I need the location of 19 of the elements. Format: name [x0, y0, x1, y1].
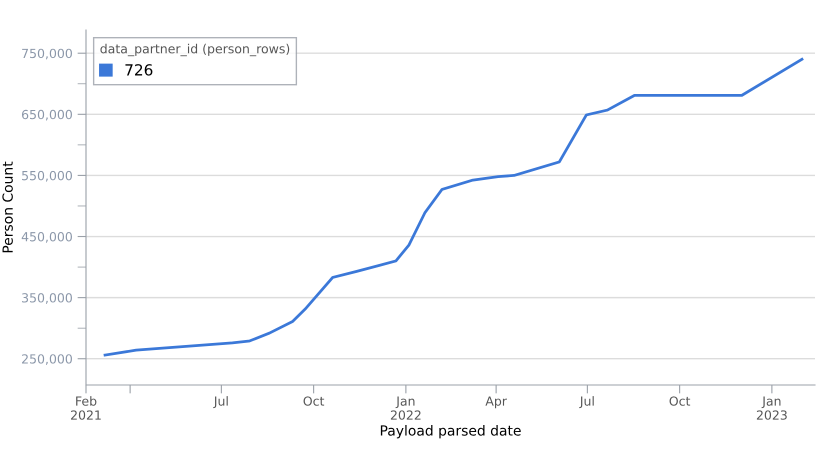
x-tick-label: Jul — [213, 396, 228, 408]
x-tick-label: Feb 2021 — [71, 396, 101, 420]
y-axis-title: Person Count — [2, 162, 13, 252]
x-tick-label: Oct — [670, 396, 690, 406]
x-tick-label: Jan 2022 — [390, 396, 421, 420]
x-tick-label: Apr — [485, 396, 507, 408]
x-tick-label: Jan 2023 — [756, 396, 787, 420]
legend-title: data_partner_id (person_rows) — [100, 44, 290, 56]
x-axis-title: Payload parsed date — [380, 424, 521, 438]
y-tick-label: 550,000 — [22, 170, 72, 182]
legend-label: 726 — [125, 64, 152, 76]
y-tick-label: 250,000 — [22, 354, 72, 365]
y-tick-label: 350,000 — [22, 293, 72, 304]
x-tick-label: Oct — [304, 396, 324, 406]
y-tick-label: 650,000 — [22, 110, 72, 121]
line-series — [104, 58, 804, 356]
y-tick-label: 750,000 — [22, 48, 72, 60]
y-tick-label: 450,000 — [22, 232, 72, 243]
x-tick-label: Jul — [579, 396, 594, 408]
